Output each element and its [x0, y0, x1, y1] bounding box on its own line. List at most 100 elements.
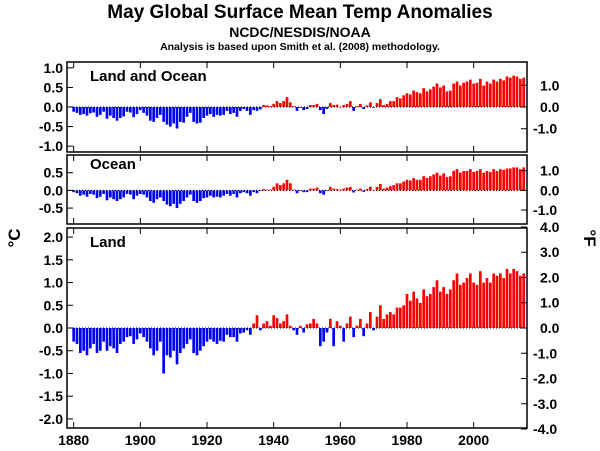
bar	[229, 190, 232, 196]
bar	[342, 105, 345, 107]
bar	[399, 307, 402, 328]
bar	[152, 328, 155, 356]
y-tick-label: -0.5	[39, 200, 63, 216]
bar	[222, 107, 225, 115]
bar	[479, 271, 482, 328]
bar	[469, 79, 472, 107]
bar	[445, 293, 449, 328]
bar	[389, 101, 392, 107]
bar	[122, 107, 125, 117]
bar	[85, 328, 89, 356]
bar	[239, 107, 242, 111]
bar	[289, 325, 292, 328]
bar	[439, 291, 442, 328]
bar	[522, 167, 525, 191]
bar	[425, 296, 429, 328]
bar	[242, 190, 245, 193]
y-tick-label: -1.5	[39, 388, 63, 404]
bar	[139, 107, 142, 111]
bar	[129, 328, 132, 337]
bar	[149, 328, 152, 349]
bar	[265, 321, 269, 328]
bar	[222, 190, 225, 196]
bar	[182, 328, 185, 349]
bar-series	[72, 75, 525, 129]
bar	[335, 104, 339, 107]
bar	[209, 328, 212, 340]
bar	[292, 189, 295, 191]
bar	[485, 81, 489, 107]
bar	[462, 282, 465, 328]
methodology-note: Analysis is based upon Smith et al. (200…	[160, 41, 440, 53]
bar	[195, 190, 199, 203]
bar	[405, 179, 409, 191]
x-tick-label: 1980	[391, 432, 422, 448]
bar	[185, 190, 189, 198]
bar	[382, 105, 385, 107]
bar	[149, 107, 152, 121]
bar	[179, 107, 182, 122]
bar	[249, 328, 252, 335]
bar	[72, 190, 75, 193]
y-tick-label-right: 0.0	[540, 99, 560, 115]
bar	[189, 190, 192, 195]
bar	[99, 190, 102, 197]
bar	[305, 190, 309, 193]
bar	[415, 92, 419, 107]
bar	[429, 176, 432, 191]
bar	[522, 77, 525, 107]
bar	[235, 328, 239, 342]
y-tick-label-right: -4.0	[533, 421, 557, 437]
bar	[215, 328, 219, 344]
right-unit-label: °F	[580, 229, 599, 246]
bar	[105, 328, 109, 351]
bar	[175, 328, 179, 365]
bar	[512, 167, 515, 191]
bar	[389, 186, 392, 191]
bar	[259, 328, 262, 331]
bar	[472, 282, 475, 328]
bar	[115, 107, 119, 121]
bar	[279, 323, 282, 328]
bar	[475, 170, 479, 191]
bar	[122, 328, 125, 342]
bar	[255, 190, 259, 194]
bar	[365, 188, 369, 191]
bar	[182, 107, 185, 123]
bar	[515, 76, 519, 107]
bar	[362, 190, 365, 192]
y-tick-label: 0.5	[44, 297, 64, 313]
bar	[165, 107, 169, 125]
bar	[295, 190, 299, 194]
bar	[489, 83, 492, 107]
bar	[412, 291, 415, 328]
bar	[112, 328, 115, 349]
bar	[355, 106, 359, 107]
bar	[105, 190, 109, 201]
panel-label: Ocean	[90, 156, 136, 173]
bar	[159, 190, 162, 198]
bar	[459, 284, 462, 328]
bar	[285, 179, 289, 191]
bar	[422, 289, 425, 328]
bar	[412, 90, 415, 107]
bar	[92, 190, 95, 195]
bar	[349, 101, 352, 107]
bar	[122, 190, 125, 198]
bar	[392, 101, 395, 107]
bar	[369, 312, 372, 328]
bar	[232, 190, 235, 194]
bar	[469, 273, 472, 328]
bar	[499, 78, 502, 107]
bar	[299, 190, 302, 192]
y-tick-label: -1.0	[39, 365, 63, 381]
bar	[195, 328, 199, 356]
bar	[109, 107, 112, 116]
bar	[459, 85, 462, 107]
bar	[169, 107, 172, 127]
bar	[162, 190, 165, 201]
bar-series	[72, 167, 525, 209]
bar	[119, 190, 122, 200]
bar	[435, 83, 439, 107]
